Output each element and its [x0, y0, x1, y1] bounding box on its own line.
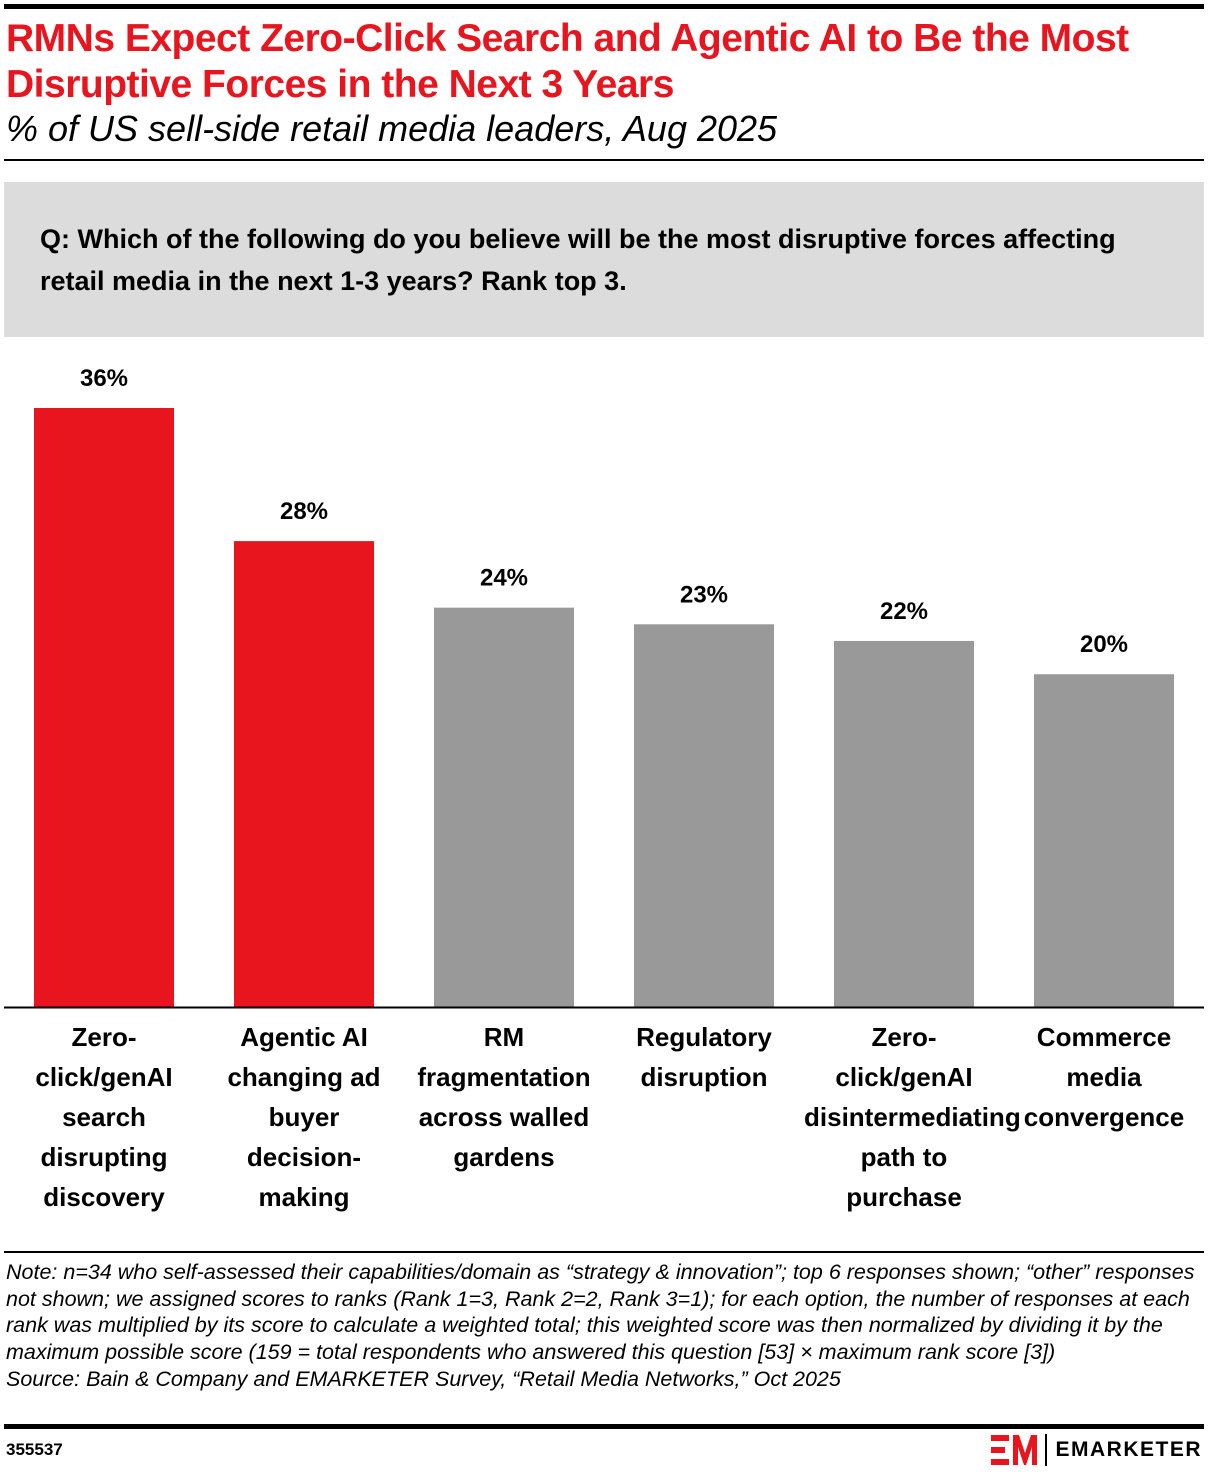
chart-id: 355537	[6, 1440, 63, 1459]
x-tick-label: Agentic AI changing ad buyer decision-ma…	[227, 1022, 381, 1212]
footnote: Note: n=34 who self-assessed their capab…	[6, 1259, 1202, 1393]
bar	[634, 624, 774, 1007]
bar	[434, 607, 574, 1007]
data-label: 24%	[480, 565, 528, 592]
logo-divider	[1045, 1434, 1048, 1466]
data-label: 23%	[680, 581, 728, 608]
x-tick-label: Zero-click/genAI disintermediating path …	[804, 1022, 1021, 1212]
note-text: Note: n=34 who self-assessed their capab…	[6, 1260, 1195, 1365]
emarketer-logo: EMARKETER	[991, 1434, 1202, 1466]
chart-subtitle: % of US sell-side retail media leaders, …	[6, 108, 778, 149]
x-tick-label: Commerce media convergence	[1023, 1022, 1185, 1132]
bar	[34, 408, 174, 1007]
subtitle-rule	[4, 159, 1204, 161]
chart-title: RMNs Expect Zero-Click Search and Agenti…	[6, 17, 1129, 106]
data-label: 20%	[1080, 631, 1128, 658]
bar	[1034, 674, 1174, 1007]
source-text: Source: Bain & Company and EMARKETER Sur…	[6, 1366, 841, 1391]
em-logo-icon	[991, 1435, 1038, 1465]
x-tick-label: RM fragmentation across walled gardens	[417, 1022, 591, 1172]
bar	[234, 541, 374, 1007]
data-label: 22%	[880, 598, 928, 625]
data-label: 28%	[280, 498, 328, 525]
top-rule	[4, 4, 1204, 9]
data-label: 36%	[80, 365, 128, 392]
x-tick-label: Regulatory disruption	[636, 1022, 772, 1092]
logo-text: EMARKETER	[1055, 1438, 1202, 1461]
note-rule	[4, 1251, 1204, 1253]
bar-chart: 36% 28% 24% 23% 22% 20%	[4, 365, 1204, 1009]
x-tick-label: Zero-click/genAI search disrupting disco…	[35, 1022, 173, 1212]
bar	[834, 640, 974, 1007]
bottom-rule	[4, 1424, 1204, 1429]
survey-question: Q: Which of the following do you believe…	[4, 182, 1204, 337]
